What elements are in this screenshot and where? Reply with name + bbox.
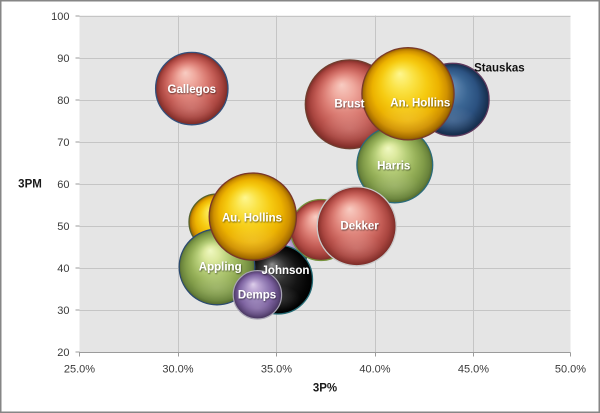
svg-text:100: 100 xyxy=(51,11,69,23)
svg-text:45.0%: 45.0% xyxy=(458,364,489,376)
svg-text:60: 60 xyxy=(57,179,69,191)
svg-text:25.0%: 25.0% xyxy=(64,364,95,376)
svg-text:An. Hollins: An. Hollins xyxy=(390,98,450,110)
svg-text:Harris: Harris xyxy=(377,160,410,172)
svg-text:20: 20 xyxy=(57,347,69,359)
svg-text:Gallegos: Gallegos xyxy=(168,84,217,96)
svg-text:50.0%: 50.0% xyxy=(555,364,586,376)
svg-text:30.0%: 30.0% xyxy=(162,364,193,376)
svg-text:3P%: 3P% xyxy=(313,383,337,395)
svg-text:Demps: Demps xyxy=(238,290,276,302)
svg-text:Appling: Appling xyxy=(199,262,242,274)
svg-text:50: 50 xyxy=(57,221,69,233)
svg-text:Johnson: Johnson xyxy=(262,265,310,277)
svg-text:40.0%: 40.0% xyxy=(359,364,390,376)
svg-text:90: 90 xyxy=(57,53,69,65)
svg-text:70: 70 xyxy=(57,137,69,149)
svg-text:80: 80 xyxy=(57,95,69,107)
svg-text:30: 30 xyxy=(57,305,69,317)
svg-text:Stauskas: Stauskas xyxy=(474,63,525,75)
svg-text:35.0%: 35.0% xyxy=(261,364,292,376)
svg-text:Brust: Brust xyxy=(334,99,364,111)
svg-text:Dekker: Dekker xyxy=(340,221,379,233)
svg-text:3PM: 3PM xyxy=(18,179,42,191)
svg-text:Au. Hollins: Au. Hollins xyxy=(222,213,282,225)
svg-text:40: 40 xyxy=(57,263,69,275)
